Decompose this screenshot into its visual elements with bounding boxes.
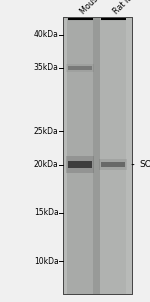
Bar: [100, 17, 126, 294]
Bar: [63, 17, 132, 294]
Bar: [68, 66, 92, 69]
Text: 20kDa: 20kDa: [34, 160, 58, 169]
Bar: [101, 162, 125, 167]
Text: Mouse lung: Mouse lung: [79, 0, 118, 16]
Text: 25kDa: 25kDa: [34, 127, 58, 136]
Text: Rat lung: Rat lung: [112, 0, 142, 16]
Bar: [68, 161, 92, 168]
Bar: [66, 64, 94, 72]
Bar: [93, 17, 100, 294]
Bar: [66, 156, 94, 173]
Text: 35kDa: 35kDa: [34, 63, 58, 72]
Text: 40kDa: 40kDa: [34, 30, 58, 39]
Text: 10kDa: 10kDa: [34, 257, 58, 266]
Bar: [63, 17, 132, 294]
Bar: [99, 159, 128, 170]
Text: SOCS2: SOCS2: [132, 160, 150, 169]
Bar: [67, 17, 93, 294]
Text: 15kDa: 15kDa: [34, 208, 58, 217]
